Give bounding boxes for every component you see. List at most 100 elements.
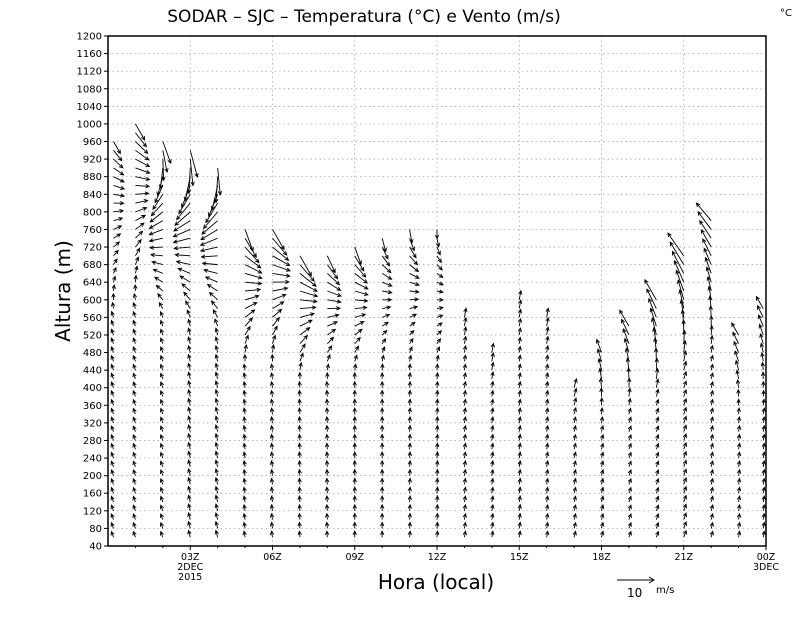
wind-vector	[324, 451, 330, 459]
wind-vector	[434, 229, 440, 240]
wind-vector	[436, 297, 445, 302]
wind-vector	[409, 289, 420, 294]
wind-vector	[189, 159, 195, 187]
wind-vector	[326, 255, 336, 274]
wind-vector	[297, 451, 302, 459]
wind-vector	[490, 398, 495, 406]
wind-vector	[244, 302, 258, 309]
wind-vector	[709, 380, 714, 388]
colorbar-unit-label: °C	[780, 8, 792, 19]
wind-vector	[272, 334, 277, 344]
wind-vector	[736, 495, 742, 503]
wind-vector	[113, 193, 126, 198]
wind-vector	[627, 521, 632, 529]
wind-vector	[135, 149, 150, 161]
wind-vector	[132, 345, 137, 353]
wind-vector	[380, 494, 385, 503]
wind-vector	[244, 334, 249, 344]
wind-vector	[242, 512, 247, 520]
wind-vector	[243, 343, 248, 353]
wind-vector	[761, 451, 766, 459]
wind-vector	[462, 495, 467, 503]
wind-vector	[187, 467, 192, 476]
x-tick-label: 18Z	[592, 552, 611, 563]
wind-vector	[113, 241, 121, 248]
wind-vector	[545, 459, 550, 467]
wind-vector	[407, 486, 412, 494]
wind-vector	[242, 372, 247, 380]
wind-vector	[682, 329, 687, 344]
wind-vector	[242, 468, 247, 476]
wind-vector	[407, 415, 412, 423]
wind-vector	[761, 407, 766, 415]
wind-vector	[187, 432, 192, 441]
wind-vector	[462, 363, 467, 371]
wind-vector	[462, 459, 467, 467]
wind-vector	[214, 406, 219, 415]
wind-vector	[709, 460, 714, 467]
wind-vector	[380, 354, 385, 362]
wind-vector	[187, 336, 192, 344]
wind-vector	[187, 406, 192, 415]
wind-vector	[159, 513, 164, 520]
wind-vector	[655, 451, 660, 459]
wind-vector	[600, 486, 605, 494]
wind-vector	[490, 424, 495, 432]
wind-vector	[324, 424, 330, 432]
wind-vector	[600, 477, 605, 485]
wind-vector	[113, 201, 125, 206]
wind-vector	[573, 377, 578, 388]
wind-vector	[436, 255, 442, 264]
wind-vector	[161, 159, 166, 182]
wind-vector	[272, 272, 291, 278]
wind-vector	[736, 388, 741, 397]
wind-vector	[435, 512, 440, 520]
wind-vector	[203, 268, 218, 274]
wind-vector	[462, 486, 467, 494]
wind-vector	[212, 308, 219, 318]
wind-vector	[159, 345, 164, 353]
wind-vector	[297, 371, 303, 379]
wind-vector	[757, 304, 764, 318]
wind-vector	[297, 521, 302, 529]
y-tick-label: 1000	[77, 119, 102, 130]
wind-vector	[159, 486, 164, 494]
wind-vector	[436, 273, 444, 278]
wind-vector	[655, 367, 660, 379]
wind-vector	[214, 432, 219, 441]
wind-vector	[572, 460, 577, 467]
wind-vector	[135, 158, 151, 167]
wind-vector	[110, 495, 115, 503]
wind-vector	[132, 521, 137, 529]
wind-vector	[132, 337, 137, 344]
wind-vector	[135, 132, 147, 148]
wind-vector	[199, 237, 218, 246]
wind-vector	[132, 310, 137, 318]
wind-vector	[462, 372, 467, 380]
wind-vector	[354, 336, 361, 345]
wind-vector	[187, 520, 192, 529]
wind-vector	[242, 353, 248, 362]
wind-vector	[132, 372, 137, 380]
wind-vector	[490, 342, 495, 353]
wind-vector	[269, 363, 275, 371]
wind-vector	[761, 415, 766, 423]
wind-vector	[435, 486, 440, 494]
wind-vector	[185, 300, 191, 309]
wind-vector	[545, 530, 550, 538]
wind-vector	[572, 416, 577, 424]
wind-vector	[242, 407, 247, 415]
wind-vector	[135, 184, 151, 189]
wind-vector	[380, 477, 385, 485]
wind-vector	[242, 442, 247, 450]
wind-vector	[297, 389, 302, 397]
wind-vector	[244, 317, 253, 327]
wind-vector	[214, 520, 219, 529]
wind-vector	[682, 433, 687, 441]
wind-vector	[174, 211, 191, 226]
y-tick-label: 320	[83, 418, 102, 429]
wind-vector	[206, 284, 218, 292]
wind-vector	[110, 319, 115, 327]
wind-vector	[619, 309, 630, 327]
wind-vector	[352, 371, 357, 379]
